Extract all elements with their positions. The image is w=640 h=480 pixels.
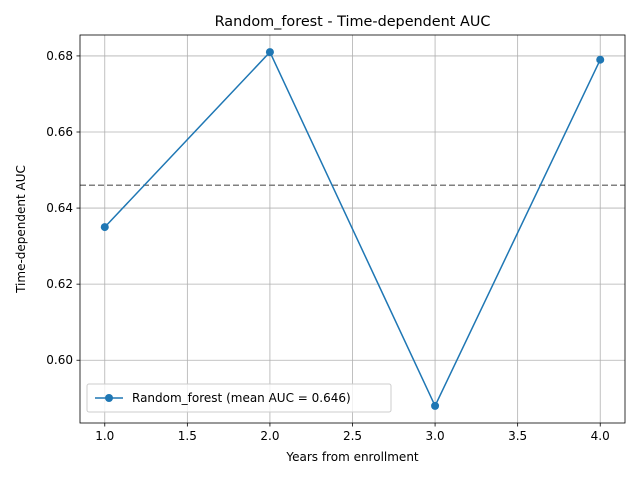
x-tick-label: 1.0	[95, 429, 114, 443]
x-tick-label: 2.0	[260, 429, 279, 443]
x-tick-label: 3.0	[426, 429, 445, 443]
x-tick-label: 1.5	[178, 429, 197, 443]
y-tick-label: 0.60	[46, 353, 73, 367]
x-tick-label: 3.5	[508, 429, 527, 443]
legend-marker-swatch	[105, 394, 113, 402]
y-tick-label: 0.64	[46, 201, 73, 215]
y-tick-label: 0.68	[46, 49, 73, 63]
series-layer	[100, 48, 605, 410]
legend-box	[86, 383, 392, 413]
y-tick-label: 0.66	[46, 125, 73, 139]
chart-title: Random_forest - Time-dependent AUC	[215, 14, 491, 30]
y-tick-label: 0.62	[46, 277, 73, 291]
series-line	[104, 50, 601, 408]
legend-label: Random_forest (mean AUC = 0.646)	[132, 391, 351, 405]
data-point	[265, 48, 274, 57]
grid-lines	[80, 35, 625, 423]
y-axis-ticks: 0.60 0.62 0.64 0.66 0.68	[46, 49, 80, 367]
x-tick-label: 2.5	[343, 429, 362, 443]
data-point	[100, 223, 109, 232]
y-axis-label: Time-dependent AUC	[14, 165, 28, 294]
x-axis-label: Years from enrollment	[285, 450, 419, 464]
x-axis-ticks: 1.0 1.5 2.0 2.5 3.0 3.5 4.0	[95, 423, 610, 443]
x-tick-label: 4.0	[591, 429, 610, 443]
data-point	[596, 55, 605, 64]
legend: Random_forest (mean AUC = 0.646)	[86, 383, 392, 413]
data-point	[431, 401, 440, 410]
